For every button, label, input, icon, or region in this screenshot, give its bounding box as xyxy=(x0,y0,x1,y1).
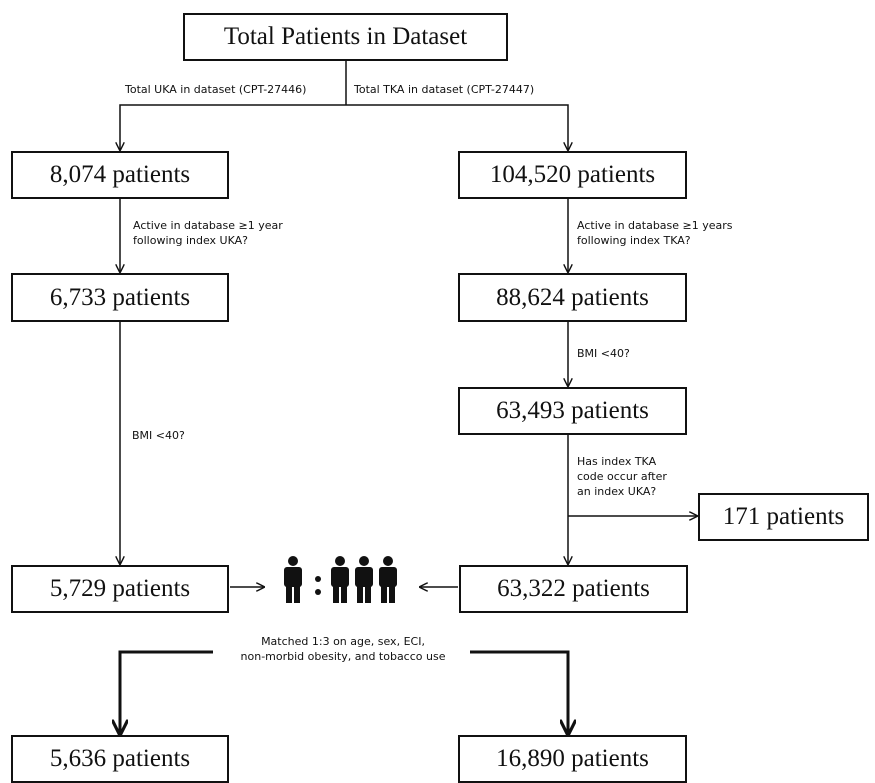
person-icon xyxy=(284,556,302,603)
tka-pre-match-label: 63,322 patients xyxy=(497,575,650,602)
person-icon xyxy=(379,556,397,603)
uka-active-question-line-2: following index UKA? xyxy=(133,234,248,247)
tka-total-label: 104,520 patients xyxy=(489,161,656,188)
uka-split-label: Total UKA in dataset (CPT-27446) xyxy=(125,83,307,96)
tka-after-uka-question-line-3: an index UKA? xyxy=(577,485,657,498)
uka-total-label: 8,074 patients xyxy=(49,161,191,188)
uka-active-box: 6,733 patients xyxy=(11,273,229,322)
tka-excluded-box: 171 patients xyxy=(698,493,869,541)
tka-split-label: Total TKA in dataset (CPT-27447) xyxy=(354,83,535,96)
uka-matched-arrow xyxy=(120,650,213,734)
uka-active-label: 6,733 patients xyxy=(49,283,191,311)
tka-active-box: 88,624 patients xyxy=(458,273,687,322)
tka-bmi-label: 63,493 patients xyxy=(496,397,649,424)
tka-pre-match-box: 63,322 patients xyxy=(459,565,688,613)
total-patients-box: Total Patients in Dataset xyxy=(183,13,508,61)
tka-active-question-line-2: following index TKA? xyxy=(577,234,691,247)
tka-active-label: 88,624 patients xyxy=(496,283,649,311)
total-patients-label: Total Patients in Dataset xyxy=(223,23,468,50)
person-icon xyxy=(355,556,373,603)
uka-pre-match-box: 5,729 patients xyxy=(11,565,229,613)
tka-active-question-line-1: Active in database ≥1 years xyxy=(577,219,733,232)
match-rule-line-1: Matched 1:3 on age, sex, ECI, xyxy=(261,635,425,648)
tka-after-uka-question: Has index TKA code occur after an index … xyxy=(577,454,667,499)
match-ratio-icons xyxy=(284,556,397,603)
tka-split-arrow xyxy=(346,104,568,150)
tka-total-box: 104,520 patients xyxy=(458,151,687,199)
tka-matched-box: 16,890 patients xyxy=(458,735,687,783)
tka-after-uka-question-line-1: Has index TKA xyxy=(577,455,657,468)
uka-active-question-line-1: Active in database ≥1 year xyxy=(133,219,283,232)
uka-matched-label: 5,636 patients xyxy=(49,745,191,772)
tka-bmi-question: BMI <40? xyxy=(577,347,630,360)
tka-matched-arrow xyxy=(470,650,568,734)
match-rule-label: Matched 1:3 on age, sex, ECI, non-morbid… xyxy=(215,634,471,664)
tka-bmi-box: 63,493 patients xyxy=(458,387,687,435)
uka-bmi-question: BMI <40? xyxy=(132,429,185,442)
person-icon xyxy=(331,556,349,603)
uka-active-question: Active in database ≥1 year following ind… xyxy=(133,218,283,248)
uka-matched-box: 5,636 patients xyxy=(11,735,229,783)
uka-total-box: 8,074 patients xyxy=(11,151,229,199)
uka-split-arrow xyxy=(120,104,346,150)
uka-pre-match-label: 5,729 patients xyxy=(49,575,191,602)
tka-matched-label: 16,890 patients xyxy=(496,745,649,772)
ratio-colon xyxy=(315,576,321,595)
match-rule-line-2: non-morbid obesity, and tobacco use xyxy=(240,650,446,663)
tka-after-uka-question-line-2: code occur after xyxy=(577,470,667,483)
tka-active-question: Active in database ≥1 years following in… xyxy=(577,218,733,248)
tka-excluded-label: 171 patients xyxy=(722,503,845,530)
